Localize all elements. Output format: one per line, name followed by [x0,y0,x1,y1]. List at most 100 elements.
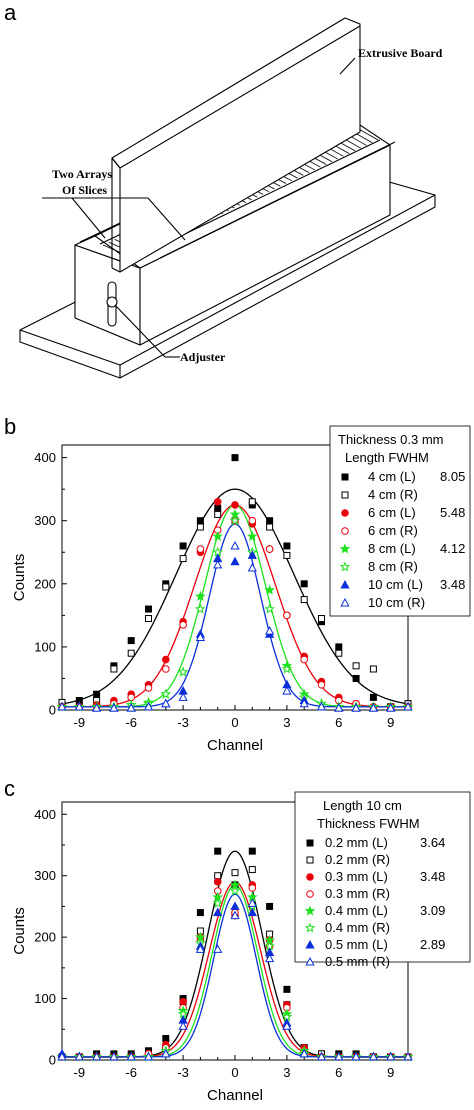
data-point [334,703,344,712]
data-point [195,603,206,614]
data-points [56,847,414,1062]
data-point [91,703,102,712]
legend-label: 4 cm (L) [368,469,416,484]
data-point [126,1051,136,1061]
x-tick-label: 9 [387,1065,394,1080]
callout-line-adjuster [114,304,166,358]
data-point [145,605,152,613]
data-point [91,1051,102,1061]
data-point [264,953,275,963]
data-point [110,665,118,673]
data-point [230,910,240,920]
adjuster-knob [106,296,118,308]
data-point [248,498,256,506]
x-tick-label: -6 [125,1065,137,1080]
data-point [300,596,308,604]
data-point [265,545,274,553]
data-point [57,1051,67,1061]
x-tick-label: 9 [387,715,394,730]
legend-marker [306,839,314,847]
y-tick-label: 400 [34,450,56,465]
legend: Length 10 cm Thickness FWHM 0.2 mm (L) 3.64… [294,791,471,969]
legend-marker [306,873,314,881]
data-point [248,884,257,892]
legend-fwhm: 2.89 [420,937,445,952]
data-point [351,703,361,712]
data-point [369,693,377,701]
data-point [57,701,67,711]
data-point [127,649,135,657]
panel-label-c: c [4,776,15,801]
callout-line-board [339,57,356,75]
data-point [283,985,291,993]
data-point [196,909,204,917]
legend-marker [341,509,349,517]
legend-marker [341,491,349,499]
data-point [247,550,257,559]
data-point [162,655,170,664]
data-point [317,680,326,689]
data-point [403,701,413,711]
legend-label: 6 cm (R) [368,523,418,538]
x-tick-label: 6 [335,1065,342,1080]
x-tick-label: -3 [177,1065,189,1080]
legend-fwhm: 5.48 [440,505,465,520]
data-point [213,497,222,506]
data-point [179,555,187,563]
legend-label: 0.2 mm (R) [325,852,390,867]
data-point [266,517,274,525]
data-point [318,615,325,623]
data-point [179,621,187,629]
data-point [213,944,223,953]
data-point [368,703,379,712]
data-point [247,907,257,917]
data-point [316,701,327,711]
data-point [299,698,309,708]
data-point [160,688,172,699]
data-point [162,583,170,591]
legend-marker [340,597,350,607]
data-point [178,1021,188,1030]
data-point [213,907,223,917]
legend: Thickness 0.3 mm Length FWHM 4 cm (L) 8.05 4… [329,425,471,617]
x-tick-label: 3 [283,715,290,730]
y-tick-label: 200 [34,576,56,591]
data-point [283,551,291,559]
data-point [179,997,187,1006]
chart-length-10cm: -9 -6 -3 0 3 6 9 0 100 200 300 400 Channel Counts Leng… [11,791,471,1104]
data-point [231,869,239,877]
x-tick-label: -3 [177,715,189,730]
data-point [351,1051,361,1061]
data-point [264,626,275,635]
data-point [368,1051,379,1061]
data-point [282,686,292,695]
data-point [316,1051,327,1061]
data-point [195,632,206,641]
data-point [247,562,257,572]
callout-slices-label-2: Of Slices [62,183,107,197]
legend-marker [306,856,314,864]
data-point [93,690,101,698]
data-point [246,530,258,542]
data-point [247,898,257,907]
legend-marker [341,473,349,481]
fit-curve-blue [62,893,408,1058]
data-point [266,902,274,910]
legend-fwhm: 8.05 [440,469,465,484]
data-point [283,611,291,620]
data-point [386,703,396,712]
data-point [282,1021,292,1030]
data-point [229,885,241,896]
data-point [109,703,119,712]
data-point [109,1051,119,1061]
data-point [213,559,223,569]
data-point [230,901,240,910]
data-point [369,665,377,673]
data-point [145,615,152,623]
legend-marker [340,579,350,589]
data-point [300,655,309,664]
legend-label: 10 cm (R) [368,595,425,610]
data-point [335,643,343,651]
data-point [334,1051,344,1061]
y-tick-label: 200 [34,930,56,945]
